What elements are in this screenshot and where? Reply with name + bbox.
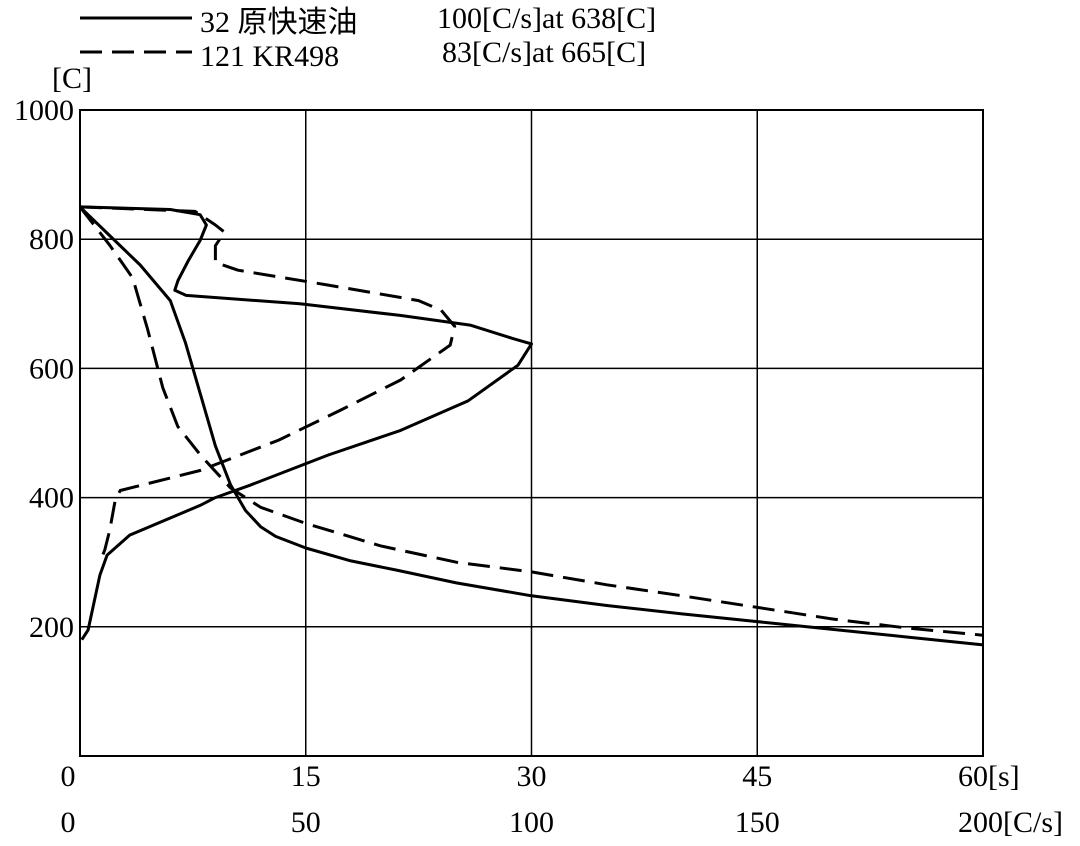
y-tick-label: 800 [29, 223, 74, 256]
x-tick-label: 60[s] [958, 760, 1020, 793]
curve [79, 205, 533, 641]
y-tick-label: 400 [29, 482, 74, 515]
x-tick-label: 30 [517, 760, 547, 793]
y-axis-label: [C] [52, 62, 92, 95]
x-tick-label: 100 [509, 806, 554, 839]
y-tick-label: 200 [29, 611, 74, 644]
x-tick-label: 200[C/s] [958, 806, 1063, 839]
y-tick-label: 600 [29, 352, 74, 385]
x-tick-label: 50 [291, 806, 321, 839]
legend-note: 100[C/s]at 638[C] [437, 2, 656, 35]
legend-note: 83[C/s]at 665[C] [442, 36, 646, 69]
legend-label: 121 KR498 [200, 40, 339, 73]
plot-frame [79, 109, 984, 757]
x-tick-label: 0 [61, 760, 76, 793]
x-tick-label: 15 [291, 760, 321, 793]
curve [78, 205, 984, 637]
x-tick-label: 0 [61, 806, 76, 839]
x-tick-label: 45 [742, 760, 772, 793]
legend-label: 32 原快速油 [200, 6, 358, 39]
curve [78, 205, 984, 647]
y-tick-label: 1000 [14, 94, 74, 127]
x-tick-label: 150 [735, 806, 780, 839]
curve [79, 205, 457, 563]
